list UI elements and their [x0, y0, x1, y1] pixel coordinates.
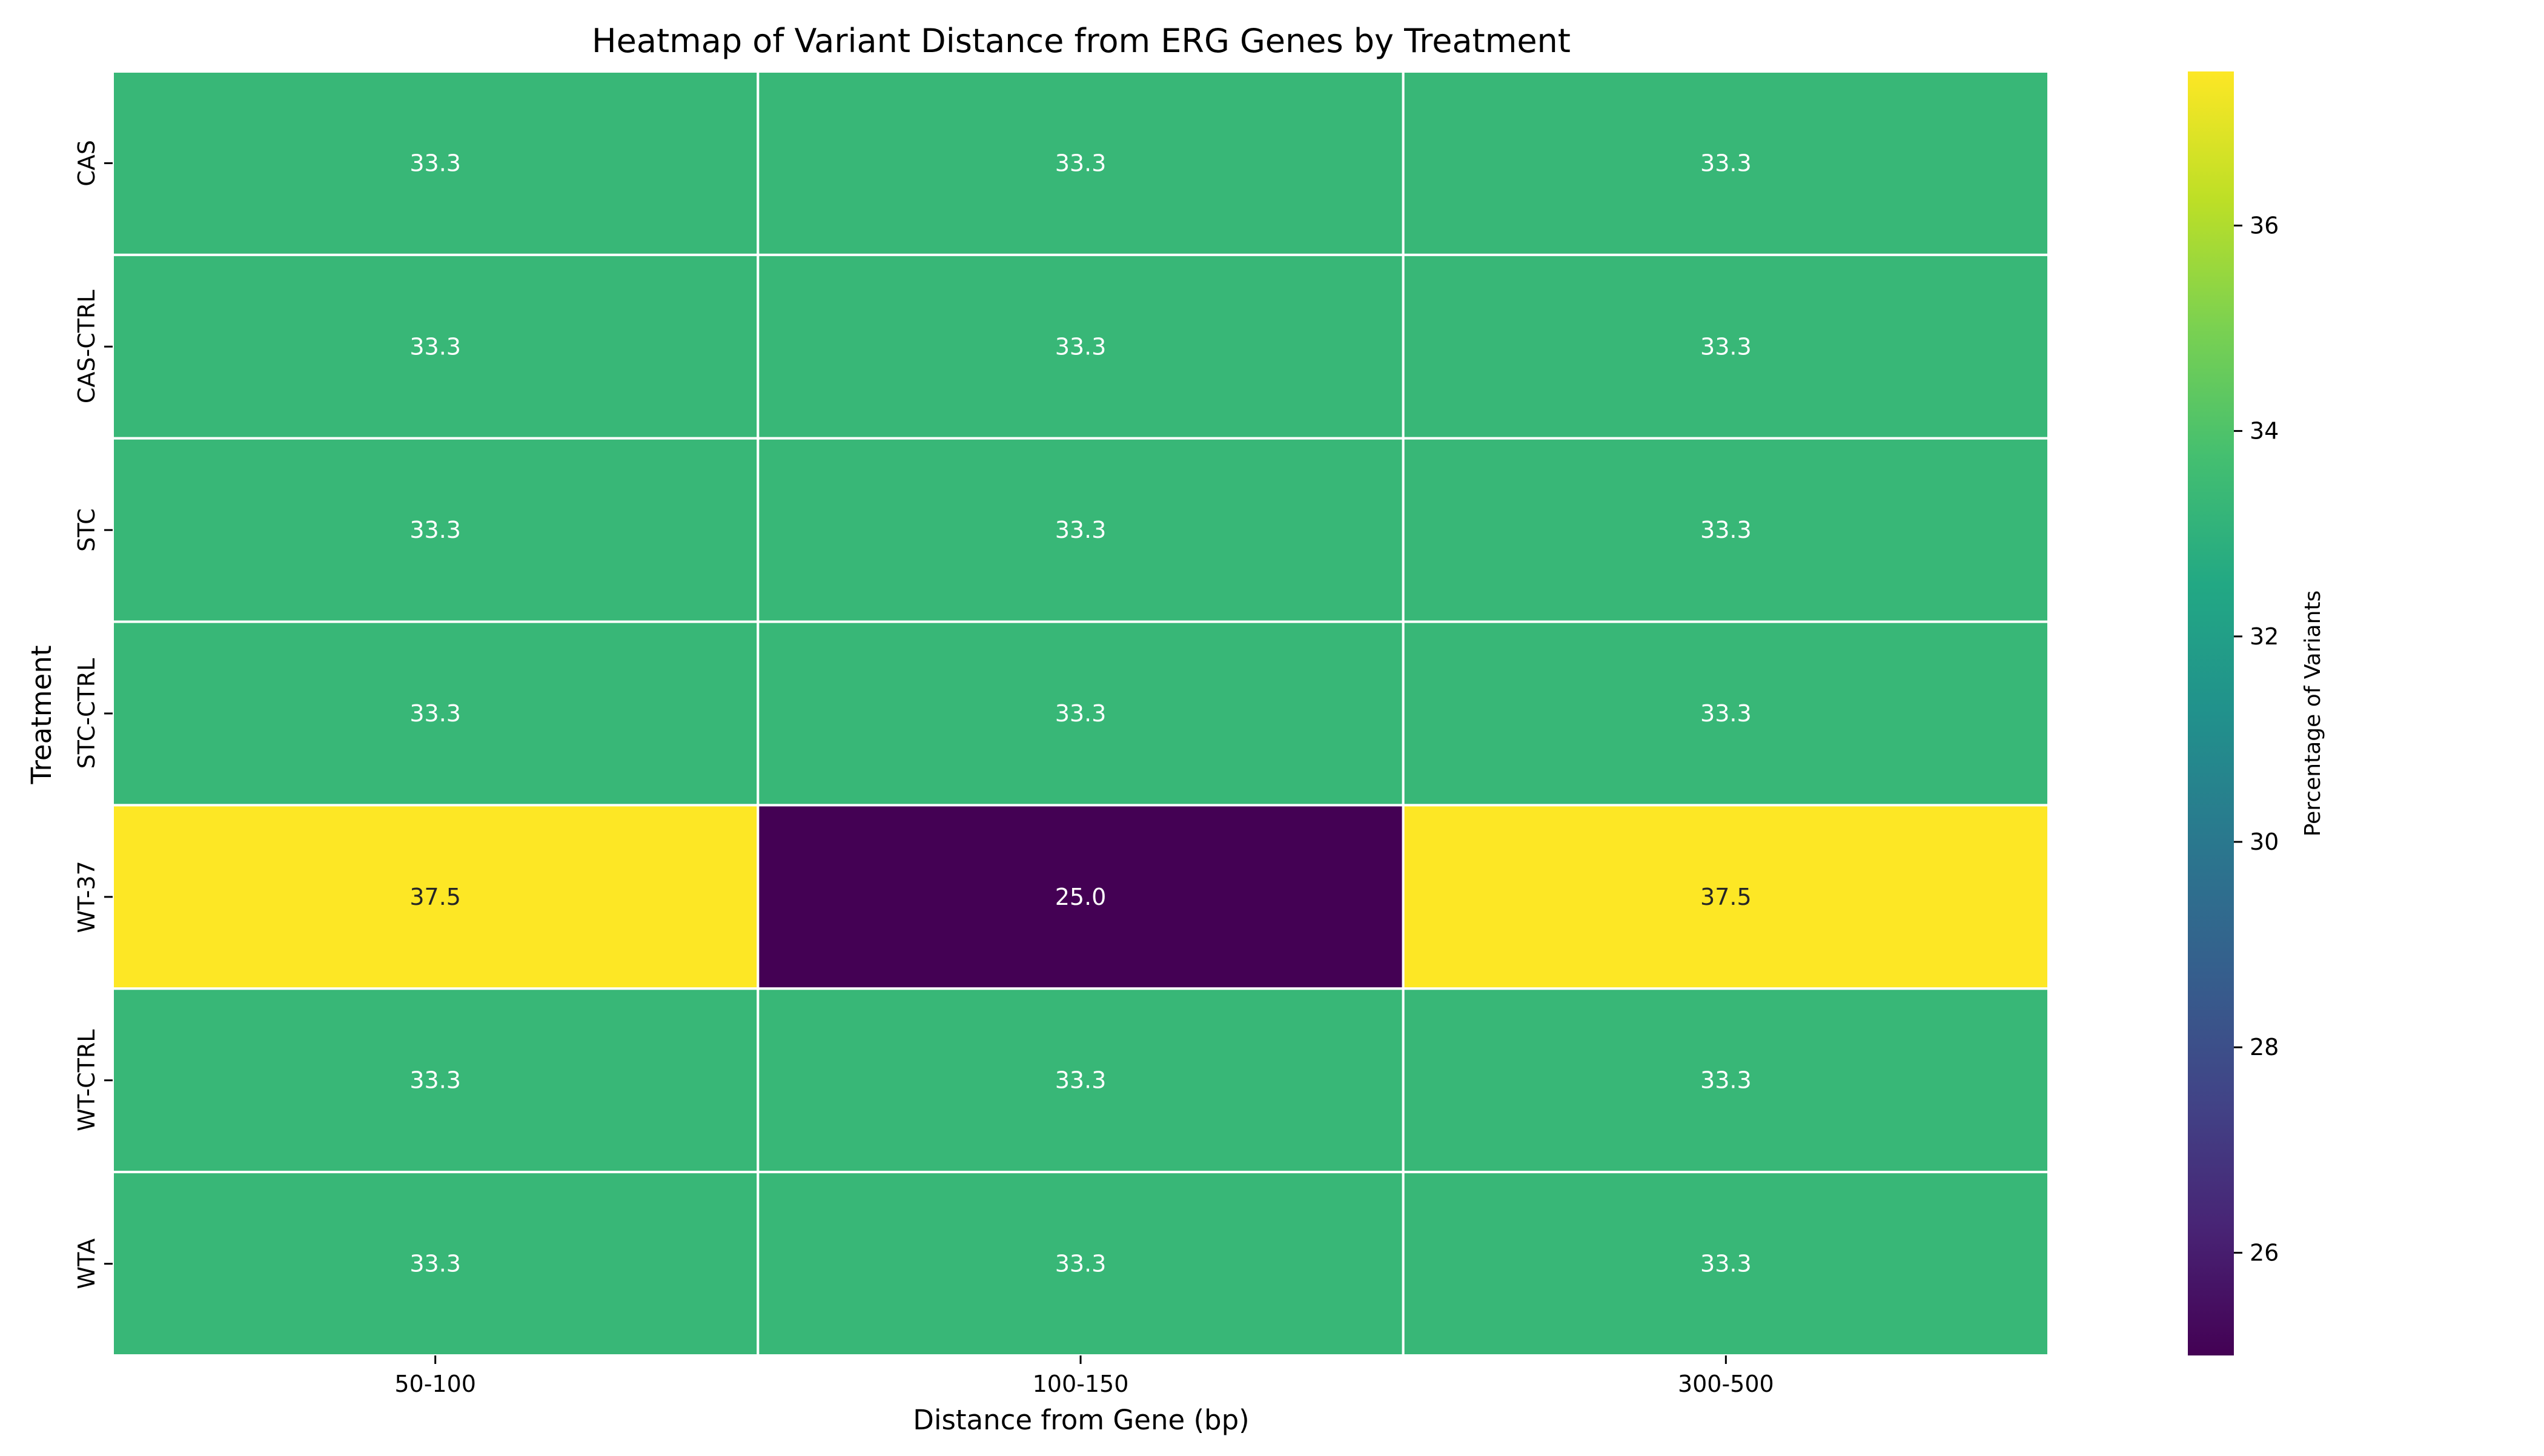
- cell-value-label: 33.3: [1055, 150, 1107, 176]
- cell-value-label: 37.5: [409, 884, 461, 910]
- heatmap-cell-stc-300-500: [1402, 437, 2050, 623]
- y-tick-label: STC: [73, 508, 100, 552]
- cell-annotations: 33.3 33.3 33.3 33.3 33.3 33.3 33.3 33.3 33.3 33.3…: [409, 150, 1751, 1277]
- heatmap-cell-wt-37-50-100: [111, 804, 760, 990]
- heatmap-cell-wt-37-100-150: [757, 804, 1405, 990]
- cell-value-label: 33.3: [1700, 1251, 1752, 1277]
- heatmap-cell-wt-ctrl-300-500: [1402, 987, 2050, 1174]
- cell-value-label: 33.3: [1055, 700, 1107, 727]
- y-tick-label: WT-CTRL: [73, 1030, 100, 1131]
- x-tick-label: 50-100: [394, 1371, 476, 1397]
- x-tick-label: 300-500: [1678, 1371, 1774, 1397]
- heatmap-cell-stc-ctrl-300-500: [1402, 620, 2050, 807]
- cell-value-label: 37.5: [1700, 884, 1752, 910]
- cell-value-label: 33.3: [1700, 1067, 1752, 1094]
- colorbar-tick-label: 34: [2250, 418, 2279, 445]
- x-axis-label: Distance from Gene (bp): [913, 1404, 1249, 1436]
- cell-value-label: 33.3: [409, 700, 461, 727]
- y-tick-label: CAS-CTRL: [73, 290, 100, 403]
- y-tick-label: CAS: [73, 140, 100, 187]
- colorbar-tick-label: 32: [2250, 623, 2279, 650]
- heatmap-cell-wt-ctrl-50-100: [111, 987, 760, 1174]
- cell-value-label: 33.3: [409, 517, 461, 543]
- colorbar-gradient: [2188, 71, 2234, 1355]
- chart-title: Heatmap of Variant Distance from ERG Gen…: [592, 22, 1571, 60]
- heatmap-cell-wta-300-500: [1402, 1171, 2050, 1357]
- cell-value-label: 33.3: [1055, 1067, 1107, 1094]
- y-tick-label: WTA: [73, 1239, 100, 1289]
- x-axis-ticks: 50-100 100-150 300-500: [394, 1355, 1774, 1397]
- cell-value-label: 33.3: [1700, 700, 1752, 727]
- heatmap-cell-cas-50-100: [111, 70, 760, 256]
- cell-value-label: 33.3: [409, 1067, 461, 1094]
- heatmap-cell-cas-ctrl-50-100: [111, 253, 760, 440]
- cell-value-label: 33.3: [1055, 333, 1107, 360]
- cell-value-label: 33.3: [1055, 1251, 1107, 1277]
- colorbar-tick-label: 30: [2250, 829, 2279, 855]
- heatmap-cell-wta-50-100: [111, 1171, 760, 1357]
- y-axis-label: Treatment: [25, 646, 58, 785]
- cell-value-label: 33.3: [409, 150, 461, 176]
- cell-value-label: 25.0: [1055, 884, 1107, 910]
- colorbar-tick-label: 26: [2250, 1239, 2279, 1266]
- cell-value-label: 33.3: [409, 333, 461, 360]
- colorbar-ticks: 26 28 30 32 34 36: [2234, 212, 2279, 1266]
- colorbar-label: Percentage of Variants: [2301, 591, 2325, 837]
- cell-value-label: 33.3: [409, 1251, 461, 1277]
- heatmap-cells: [111, 70, 2050, 1357]
- colorbar: 26 28 30 32 34 36 Percentage of Variants: [2188, 71, 2325, 1355]
- cell-value-label: 33.3: [1700, 333, 1752, 360]
- heatmap-cell-stc-50-100: [111, 437, 760, 623]
- cell-value-label: 33.3: [1700, 517, 1752, 543]
- y-tick-label: STC-CTRL: [73, 658, 100, 769]
- heatmap-cell-wta-100-150: [757, 1171, 1405, 1357]
- heatmap-cell-wt-37-300-500: [1402, 804, 2050, 990]
- colorbar-tick-label: 36: [2250, 212, 2279, 239]
- colorbar-tick-label: 28: [2250, 1034, 2279, 1061]
- cell-value-label: 33.3: [1700, 150, 1752, 176]
- y-tick-label: WT-37: [73, 861, 100, 933]
- heatmap-cell-cas-300-500: [1402, 70, 2050, 256]
- x-tick-label: 100-150: [1033, 1371, 1129, 1397]
- y-axis-ticks: CAS CAS-CTRL STC STC-CTRL WT-37 WT-CTRL WTA: [73, 140, 113, 1289]
- heatmap-cell-wt-ctrl-100-150: [757, 987, 1405, 1174]
- cell-value-label: 33.3: [1055, 517, 1107, 543]
- heatmap-cell-cas-100-150: [757, 70, 1405, 256]
- heatmap-cell-stc-ctrl-50-100: [111, 620, 760, 807]
- heatmap-cell-stc-100-150: [757, 437, 1405, 623]
